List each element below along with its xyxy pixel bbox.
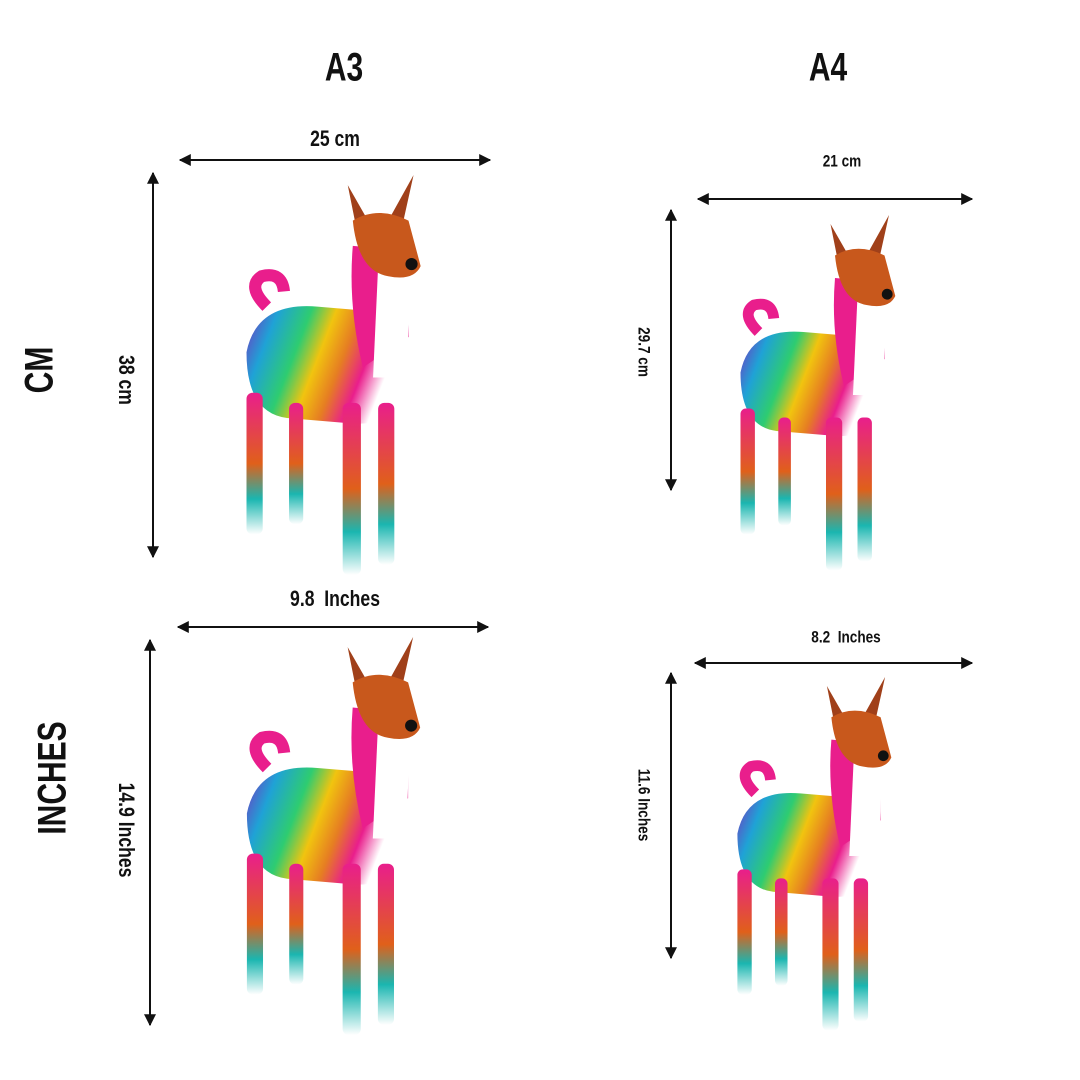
- column-label: A4: [809, 45, 848, 89]
- column-label: A3: [325, 45, 363, 89]
- row-label: CM: [17, 347, 61, 394]
- width-label: 9.8 Inches: [290, 587, 380, 611]
- dog-image: [741, 215, 896, 571]
- width-label: 8.2 Inches: [811, 628, 880, 647]
- height-label: 29.7 cm: [634, 327, 653, 377]
- height-label: 14.9 Inches: [114, 783, 138, 878]
- height-label: 38 cm: [114, 355, 138, 405]
- dog-image: [247, 637, 420, 1035]
- height-label: 11.6 Inches: [634, 769, 653, 841]
- width-label: 25 cm: [310, 127, 360, 151]
- row-label: INCHES: [30, 721, 74, 834]
- width-label: 21 cm: [823, 152, 862, 171]
- dog-image: [737, 677, 891, 1031]
- dog-image: [247, 175, 421, 575]
